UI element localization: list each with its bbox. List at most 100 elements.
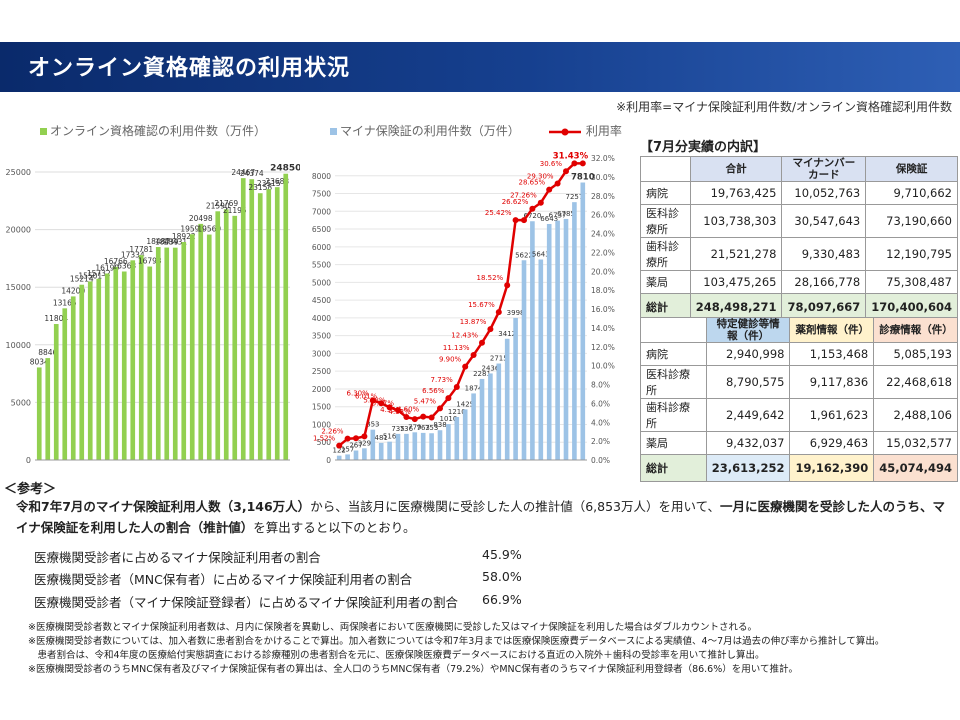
page-title: オンライン資格確認の利用状況 — [28, 56, 351, 81]
bar-label: 736 — [400, 425, 414, 433]
bar-label: 21769 — [214, 199, 238, 208]
rate-point — [487, 326, 494, 333]
table2-header-checkup: 特定健診等情報（件） — [705, 317, 791, 343]
rate-point — [369, 397, 376, 404]
y-tick-label: 1000 — [312, 420, 331, 429]
rate-point — [546, 186, 553, 193]
bar-label: 7810 — [571, 173, 595, 183]
y2-tick-label: 32.0% — [591, 154, 615, 163]
cell-value: 2,449,642 — [705, 398, 791, 432]
bar-label: 5643 — [532, 251, 550, 259]
bar-label: 16363 — [112, 261, 136, 270]
y-tick-label: 7000 — [312, 207, 331, 216]
total-label: 総計 — [640, 293, 691, 321]
myna-usage-chart: 0 500 1000 1500 2000 2500 3000 3500 4000 4500 5000… — [312, 151, 615, 465]
footnote-3: 患者割合は、令和4年度の医療給付実態調査における診療種別の患者割合を元に、医療保… — [28, 650, 765, 661]
cell-value: 1,153,468 — [789, 342, 875, 366]
bar — [215, 211, 221, 460]
bar — [412, 432, 418, 460]
y2-tick-label: 16.0% — [591, 305, 615, 314]
rate-point — [579, 160, 586, 167]
cell-value: 1,961,623 — [789, 398, 875, 432]
info-table: 特定健診等情報（件） 薬剤情報（件） 診療情報（件） 病院 2,940,998 1,… — [640, 317, 958, 482]
rate-point — [462, 363, 469, 370]
legend-rate: 利用率 — [548, 122, 622, 139]
table-row: 薬局 103,475,265 28,166,778 75,308,487 — [640, 270, 958, 294]
rate-point — [395, 407, 401, 414]
rate-point — [336, 442, 343, 449]
table1-corner — [640, 156, 691, 182]
y2-tick-label: 20.0% — [591, 267, 615, 276]
rate-point — [512, 217, 519, 224]
rate-label: 30.6% — [540, 160, 563, 168]
rate-label: 29.30% — [527, 172, 554, 180]
bar — [429, 433, 434, 460]
rate-point — [420, 413, 427, 420]
bar — [580, 182, 586, 460]
table2-header-clinical: 診療情報（件） — [873, 317, 958, 343]
y2-tick-label: 12.0% — [591, 343, 615, 352]
rate-point — [563, 168, 569, 175]
total-row: 総計 248,498,271 78,097,667 170,400,604 — [640, 293, 958, 321]
bar — [96, 278, 102, 460]
bar-label: 15732 — [87, 269, 111, 278]
bar-label: 2281 — [473, 370, 491, 378]
bar — [496, 363, 502, 460]
bar-label: 24850 — [270, 164, 300, 174]
bar — [437, 430, 443, 460]
y-tick-label: 7500 — [312, 190, 331, 199]
bar-label: 18487 — [146, 237, 170, 246]
y-tick-label: 5500 — [312, 261, 331, 270]
row-label: 医科診療所 — [640, 204, 691, 238]
y-tick-label: 8000 — [312, 172, 331, 181]
rate-point — [504, 282, 511, 289]
bar — [206, 234, 212, 460]
bar-label: 8034 — [30, 357, 49, 366]
bar-label: 329 — [358, 439, 371, 447]
rate-label: 4.55% — [380, 406, 403, 414]
bar — [387, 441, 392, 460]
bar-label: 157 — [341, 445, 354, 453]
rate-point — [378, 400, 385, 407]
legend-myna-label: マイナ保険証の利用件数（万件） — [340, 124, 520, 138]
bar-label: 24467 — [231, 168, 255, 177]
rate-point — [495, 309, 502, 316]
rate-label: 18.52% — [476, 274, 503, 282]
bar-label: 5622 — [515, 251, 533, 259]
cell-value: 28,166,778 — [781, 270, 867, 294]
y-tick-label: 20000 — [6, 226, 31, 235]
reference-p4: を算出すると以下のとおり。 — [253, 520, 416, 535]
cell-value: 9,117,836 — [789, 365, 875, 399]
y-tick-label: 6000 — [312, 243, 331, 252]
cell-value: 6,929,463 — [789, 431, 875, 455]
y-tick-label: 25000 — [6, 168, 31, 177]
bar-label: 1010 — [439, 415, 457, 423]
bar-label: 6737 — [549, 212, 567, 220]
bar — [36, 367, 42, 460]
y2-tick-label: 8.0% — [591, 381, 610, 390]
bar-label: 1210 — [448, 408, 466, 416]
rate-label: 4.60% — [397, 406, 420, 414]
total-value: 19,162,390 — [789, 454, 875, 482]
reference-p2: から、当該月に医療機関に受診した人の推計値（6,853万人）を用いて、 — [310, 499, 720, 514]
bar-label: 23158 — [248, 183, 272, 192]
bar — [471, 393, 476, 460]
total-value: 45,074,494 — [873, 454, 958, 482]
rate-label: 7.73% — [431, 376, 454, 384]
ratio-value-2: 58.0% — [482, 569, 522, 584]
legend-myna-swatch — [330, 128, 337, 135]
bar — [353, 450, 359, 460]
bar — [181, 242, 187, 460]
total-label: 総計 — [640, 454, 707, 482]
y-tick-label: 500 — [317, 438, 332, 447]
y-tick-label: 4000 — [312, 314, 331, 323]
row-label: 薬局 — [640, 431, 707, 455]
rate-label: 1.52% — [313, 435, 336, 443]
cell-value: 73,190,660 — [865, 204, 958, 238]
bar — [378, 442, 384, 460]
bar-label: 16793 — [138, 257, 162, 266]
bar — [45, 358, 51, 460]
footnote-4: ※医療機関受診者のうちMNC保有者及びマイナ保険証保有者の算出は、全人口のうちM… — [28, 664, 798, 675]
cell-value: 8,790,575 — [705, 365, 791, 399]
rate-label: 15.67% — [468, 301, 495, 309]
